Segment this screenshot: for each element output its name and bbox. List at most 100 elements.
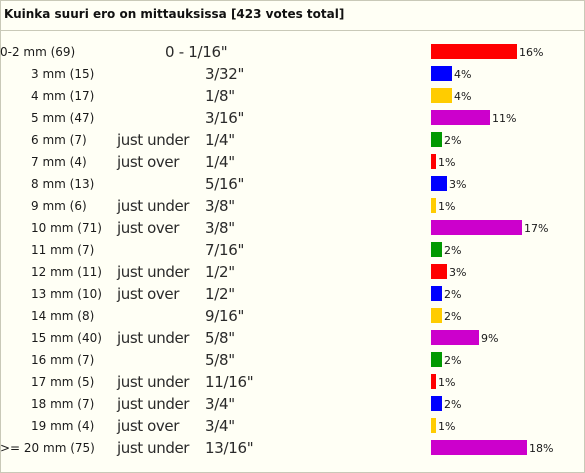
result-row: 4 mm (17) 1/8" 4% xyxy=(0,86,585,108)
result-bar xyxy=(431,374,436,389)
inch-fraction-label: 5/8" xyxy=(205,351,235,369)
inch-fraction-label: 3/4" xyxy=(205,395,235,413)
inch-fraction-label: 3/32" xyxy=(205,65,245,83)
result-row: 0-2 mm (69) 0 - 1/16" 16% xyxy=(0,42,585,64)
mm-label: 15 mm (40) xyxy=(31,331,102,345)
result-bar xyxy=(431,198,436,213)
inch-fraction-label: 5/8" xyxy=(205,329,235,347)
mm-label: 16 mm (7) xyxy=(31,353,95,367)
inch-fraction-label: 1/8" xyxy=(205,87,235,105)
result-bar xyxy=(431,352,442,367)
mm-label: 6 mm (7) xyxy=(31,133,87,147)
mm-label: 5 mm (47) xyxy=(31,111,95,125)
mm-label: 13 mm (10) xyxy=(31,287,102,301)
result-bar xyxy=(431,132,442,147)
result-row: 16 mm (7) 5/8" 2% xyxy=(0,350,585,372)
mm-label: >= 20 mm (75) xyxy=(0,441,95,455)
qualifier-label: just over xyxy=(117,219,179,237)
result-row: 18 mm (7) just under 3/4" 2% xyxy=(0,394,585,416)
inch-fraction-label: 3/8" xyxy=(205,219,235,237)
percent-label: 3% xyxy=(449,178,467,191)
inch-fraction-label: 7/16" xyxy=(205,241,245,259)
result-bar xyxy=(431,418,436,433)
mm-label: 12 mm (11) xyxy=(31,265,102,279)
mm-label: 17 mm (5) xyxy=(31,375,95,389)
inch-fraction-label: 3/4" xyxy=(205,417,235,435)
result-bar xyxy=(431,286,442,301)
percent-label: 1% xyxy=(438,200,456,213)
percent-label: 3% xyxy=(449,266,467,279)
percent-label: 2% xyxy=(444,288,462,301)
inch-fraction-label: 3/8" xyxy=(205,197,235,215)
percent-label: 2% xyxy=(444,244,462,257)
mm-label: 9 mm (6) xyxy=(31,199,87,213)
qualifier-label: just under xyxy=(117,131,190,149)
result-bar xyxy=(431,110,490,125)
qualifier-label: just under xyxy=(117,439,190,457)
result-bar xyxy=(431,264,447,279)
mm-label: 4 mm (17) xyxy=(31,89,95,103)
mm-label: 8 mm (13) xyxy=(31,177,95,191)
percent-label: 1% xyxy=(438,420,456,433)
result-row: 15 mm (40) just under 5/8" 9% xyxy=(0,328,585,350)
qualifier-label: just under xyxy=(117,329,190,347)
result-bar xyxy=(431,396,442,411)
qualifier-label: just under xyxy=(117,395,190,413)
result-bar xyxy=(431,242,442,257)
mm-label: 0-2 mm (69) xyxy=(0,45,76,59)
result-bar xyxy=(431,88,452,103)
result-bar xyxy=(431,330,479,345)
percent-label: 2% xyxy=(444,134,462,147)
percent-label: 1% xyxy=(438,376,456,389)
inch-fraction-label: 5/16" xyxy=(205,175,245,193)
percent-label: 9% xyxy=(481,332,499,345)
qualifier-label: just over xyxy=(117,285,179,303)
result-row: 8 mm (13) 5/16" 3% xyxy=(0,174,585,196)
result-bar xyxy=(431,220,522,235)
result-bar xyxy=(431,176,447,191)
inch-fraction-label: 13/16" xyxy=(205,439,254,457)
percent-label: 18% xyxy=(529,442,554,455)
inch-fraction-label: 3/16" xyxy=(205,109,245,127)
inch-fraction-label: 1/2" xyxy=(205,285,235,303)
qualifier-label: just under xyxy=(117,197,190,215)
percent-label: 1% xyxy=(438,156,456,169)
inch-fraction-label: 1/2" xyxy=(205,263,235,281)
result-row: 6 mm (7) just under 1/4" 2% xyxy=(0,130,585,152)
inch-fraction-label: 1/4" xyxy=(205,153,235,171)
mm-label: 10 mm (71) xyxy=(31,221,102,235)
percent-label: 11% xyxy=(492,112,517,125)
result-row: 14 mm (8) 9/16" 2% xyxy=(0,306,585,328)
result-row: 19 mm (4) just over 3/4" 1% xyxy=(0,416,585,438)
mm-label: 3 mm (15) xyxy=(31,67,95,81)
title-divider xyxy=(0,30,585,31)
percent-label: 2% xyxy=(444,354,462,367)
result-bar xyxy=(431,440,527,455)
qualifier-label: just over xyxy=(117,153,179,171)
result-row: 5 mm (47) 3/16" 11% xyxy=(0,108,585,130)
result-row: 12 mm (11) just under 1/2" 3% xyxy=(0,262,585,284)
percent-label: 4% xyxy=(454,68,472,81)
inch-fraction-label: 1/4" xyxy=(205,131,235,149)
percent-label: 17% xyxy=(524,222,549,235)
inch-fraction-label: 11/16" xyxy=(205,373,254,391)
qualifier-label: just over xyxy=(117,417,179,435)
mm-label: 11 mm (7) xyxy=(31,243,95,257)
percent-label: 16% xyxy=(519,46,544,59)
result-row: 11 mm (7) 7/16" 2% xyxy=(0,240,585,262)
percent-label: 2% xyxy=(444,310,462,323)
percent-label: 2% xyxy=(444,398,462,411)
result-bar xyxy=(431,154,436,169)
result-row: 3 mm (15) 3/32" 4% xyxy=(0,64,585,86)
result-row: 17 mm (5) just under 11/16" 1% xyxy=(0,372,585,394)
result-bar xyxy=(431,308,442,323)
result-row: 7 mm (4) just over 1/4" 1% xyxy=(0,152,585,174)
mm-label: 7 mm (4) xyxy=(31,155,87,169)
result-row: 10 mm (71) just over 3/8" 17% xyxy=(0,218,585,240)
result-bar xyxy=(431,66,452,81)
qualifier-label: just under xyxy=(117,373,190,391)
mm-label: 18 mm (7) xyxy=(31,397,95,411)
result-row: 9 mm (6) just under 3/8" 1% xyxy=(0,196,585,218)
result-row: 13 mm (10) just over 1/2" 2% xyxy=(0,284,585,306)
result-bar xyxy=(431,44,517,59)
